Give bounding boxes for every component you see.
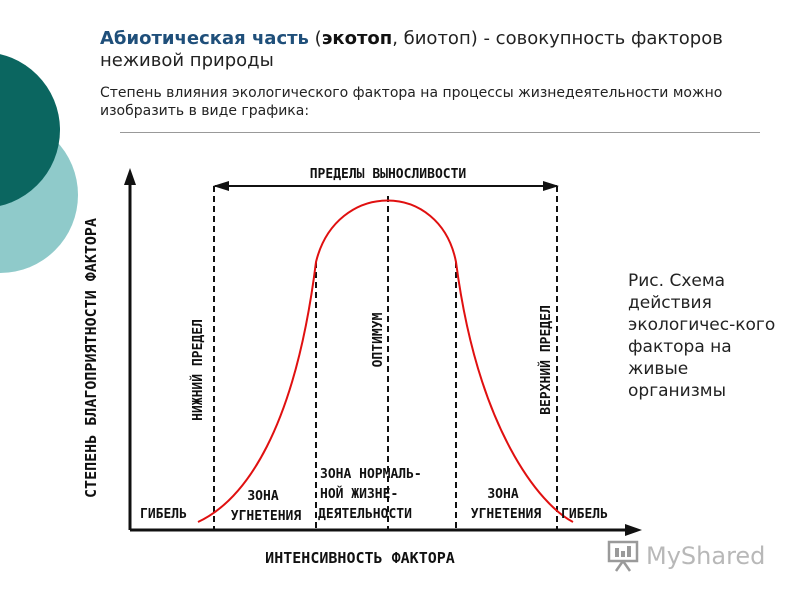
figure-caption: Рис. Схема действия экологичес-кого факт… [628,271,776,401]
heading-term: Абиотическая часть [100,28,309,49]
oppression-left-line2: УГНЕТЕНИЯ [231,509,302,524]
tolerance-arrow-left [213,181,229,191]
oppression-right-line2: УГНЕТЕНИЯ [471,507,542,522]
heading-rest: , биотоп) - совокупность факторов неживо… [100,28,723,71]
normal-zone-line2: НОЙ ЖИЗНЕ- [320,486,398,502]
lower-limit-label: НИЖНИЙ ПРЕДЕЛ [190,319,206,421]
heading-ecotop: экотоп [321,28,393,49]
normal-zone-line1: ЗОНА НОРМАЛЬ- [320,467,422,482]
death-left-label: ГИБЕЛЬ [140,507,187,522]
upper-limit-label: ВЕРХНИЙ ПРЕДЕЛ [538,305,554,415]
oppression-left-line1: ЗОНА [247,489,278,504]
y-axis-label: СТЕПЕНЬ БЛАГОПРИЯТНОСТИ ФАКТОРА [82,218,100,498]
y-axis-arrow [124,168,136,185]
myshared-logo: MyShared [606,536,776,576]
logo-text: MyShared [646,542,766,570]
tolerance-curve [197,199,574,523]
normal-zone-line3: ДЕЯТЕЛЬНОСТИ [318,507,412,522]
tolerance-arrow-right [543,181,559,191]
optimum-label: ОПТИМУМ [371,312,386,367]
slide-heading: Абиотическая часть (экотоп, биотоп) - со… [100,28,780,72]
tolerance-limits-label: ПРЕДЕЛЫ ВЫНОСЛИВОСТИ [310,167,467,182]
divider [120,132,760,133]
dark-teal-circle [0,54,60,206]
heading-open-paren: ( [308,28,322,49]
oppression-right-line1: ЗОНА [487,487,518,502]
presentation-board-icon [607,540,639,572]
decorative-circles [0,54,78,273]
x-axis-arrow [625,524,642,536]
x-axis-label: ИНТЕНСИВНОСТЬ ФАКТОРА [265,549,455,567]
death-right-label: ГИБЕЛЬ [561,507,608,522]
intro-text: Степень влияния экологического фактора н… [100,85,723,119]
